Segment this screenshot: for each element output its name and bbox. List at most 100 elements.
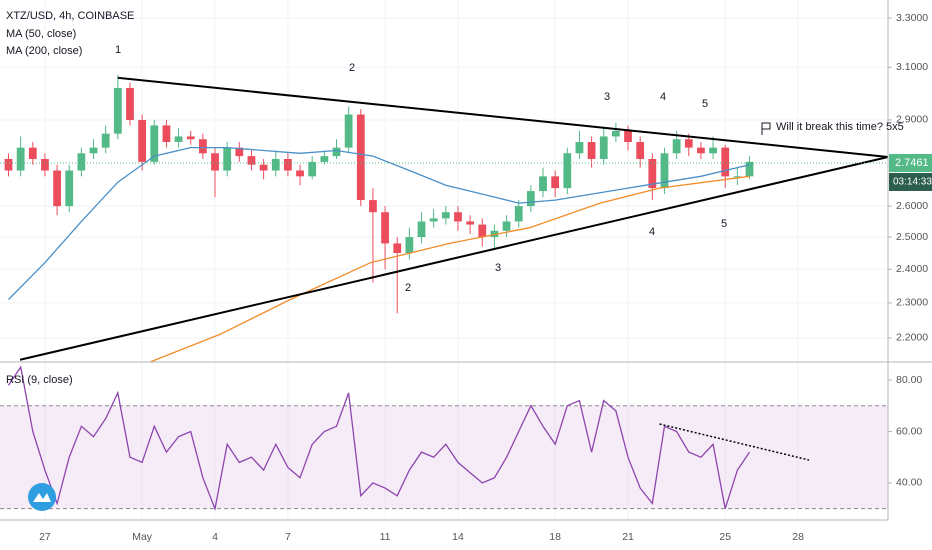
candle-body: [356, 114, 365, 201]
countdown-box: [889, 172, 932, 191]
candle-body: [211, 153, 219, 171]
candle-body: [417, 221, 426, 238]
x-tick-label: 18: [549, 531, 561, 543]
candle-body: [28, 147, 37, 159]
candle-body: [223, 147, 232, 171]
series-line: [8, 146, 750, 300]
candle-body: [174, 136, 183, 143]
candle-body: [16, 147, 25, 171]
chart-title: XTZ/USD, 4h, COINBASE: [6, 10, 134, 22]
candle-body: [441, 212, 450, 219]
candle-body: [539, 176, 547, 192]
wave-label: 2: [349, 62, 355, 74]
candle-body: [308, 161, 317, 177]
candle-body: [162, 125, 171, 143]
wave-label: 3: [604, 91, 610, 103]
last-price-label: 2.7461: [895, 157, 929, 169]
y-tick-label: 2.5000: [896, 231, 928, 243]
candle-body: [648, 158, 657, 189]
candle-body: [186, 136, 195, 140]
candle-body: [126, 87, 134, 120]
candle-body: [113, 87, 122, 134]
x-tick-label: 27: [39, 531, 51, 543]
candle-body: [259, 164, 268, 171]
legend-entry: MA (200, close): [6, 45, 82, 57]
candle-body: [526, 191, 535, 207]
rsi-band: [0, 405, 888, 509]
x-tick-label: 7: [285, 531, 291, 543]
candle-body: [320, 156, 329, 162]
y-tick-label: 2.2000: [896, 332, 928, 344]
note: Will it break this time? 5x5: [776, 121, 904, 133]
trendline: [659, 423, 810, 461]
candle-body: [660, 153, 669, 189]
x-tick-label: 4: [212, 531, 218, 543]
candle-body: [296, 170, 304, 177]
x-tick-label: 25: [719, 531, 731, 543]
y-tick-label: 2.9000: [896, 114, 928, 126]
candle-body: [575, 142, 584, 154]
candle-body: [599, 136, 608, 159]
candle-body: [53, 170, 61, 207]
candle-body: [636, 142, 645, 159]
candle-body: [235, 147, 244, 157]
series-line: [7, 365, 751, 512]
candle-body: [271, 158, 280, 171]
legend-entry: MA (50, close): [6, 28, 76, 40]
y-tick-label: 3.3000: [896, 12, 928, 24]
rsi-title: RSI (9, close): [6, 374, 73, 386]
series-line: [149, 175, 750, 363]
candle-body: [454, 212, 462, 222]
candle-body: [77, 153, 86, 171]
x-tick-label: May: [132, 531, 153, 543]
x-tick-label: 14: [452, 531, 464, 543]
candle-body: [369, 200, 377, 213]
candle-body: [514, 206, 523, 222]
trendline: [117, 76, 889, 158]
candle-body: [344, 114, 353, 148]
candle-body: [381, 212, 389, 244]
candle-body: [697, 147, 705, 154]
candle-body: [247, 156, 256, 165]
candle-body: [138, 119, 147, 162]
candle-body: [612, 130, 620, 137]
y-tick-label: 2.4000: [896, 263, 928, 275]
flag-icon: [761, 122, 771, 135]
wave-label: 4: [660, 91, 666, 103]
candle-body: [405, 237, 414, 254]
candle-body: [624, 130, 632, 143]
y-tick-label: 3.1000: [896, 61, 928, 73]
candle-body: [672, 139, 681, 154]
candle-body: [332, 147, 341, 157]
overlay: XTZ/USD, 4h, COINBASE MA (50, close) MA …: [0, 0, 932, 521]
candle-body: [563, 153, 572, 189]
candle-body: [490, 230, 499, 238]
last-price-box: [889, 153, 932, 172]
candle-body: [684, 139, 693, 148]
wave-label: 2: [405, 282, 411, 294]
wave-label: 5: [721, 218, 727, 230]
wave-label: 5: [702, 98, 708, 110]
wave-label: 3: [495, 262, 501, 274]
candle-body: [393, 243, 402, 254]
candle-body: [198, 139, 207, 154]
y-tick-label: 2.3000: [896, 297, 928, 309]
candle-body: [478, 224, 487, 238]
candle-body: [551, 176, 560, 189]
candle-body: [101, 133, 110, 148]
candle-body: [502, 221, 511, 231]
candle-body: [587, 142, 596, 159]
candle-body: [89, 147, 98, 154]
y-tick-label: 2.6000: [896, 200, 928, 212]
candle-body: [41, 158, 49, 171]
logo: [28, 483, 56, 511]
countdown-label: 03:14:33: [893, 177, 932, 188]
candle-body: [721, 147, 730, 177]
candle-body: [733, 176, 742, 178]
x-tick-label: 28: [792, 531, 804, 543]
trendline: [19, 156, 889, 361]
candle-body: [429, 218, 438, 222]
y-tick-label: 40.00: [896, 477, 922, 489]
wave-label: 4: [649, 226, 655, 238]
